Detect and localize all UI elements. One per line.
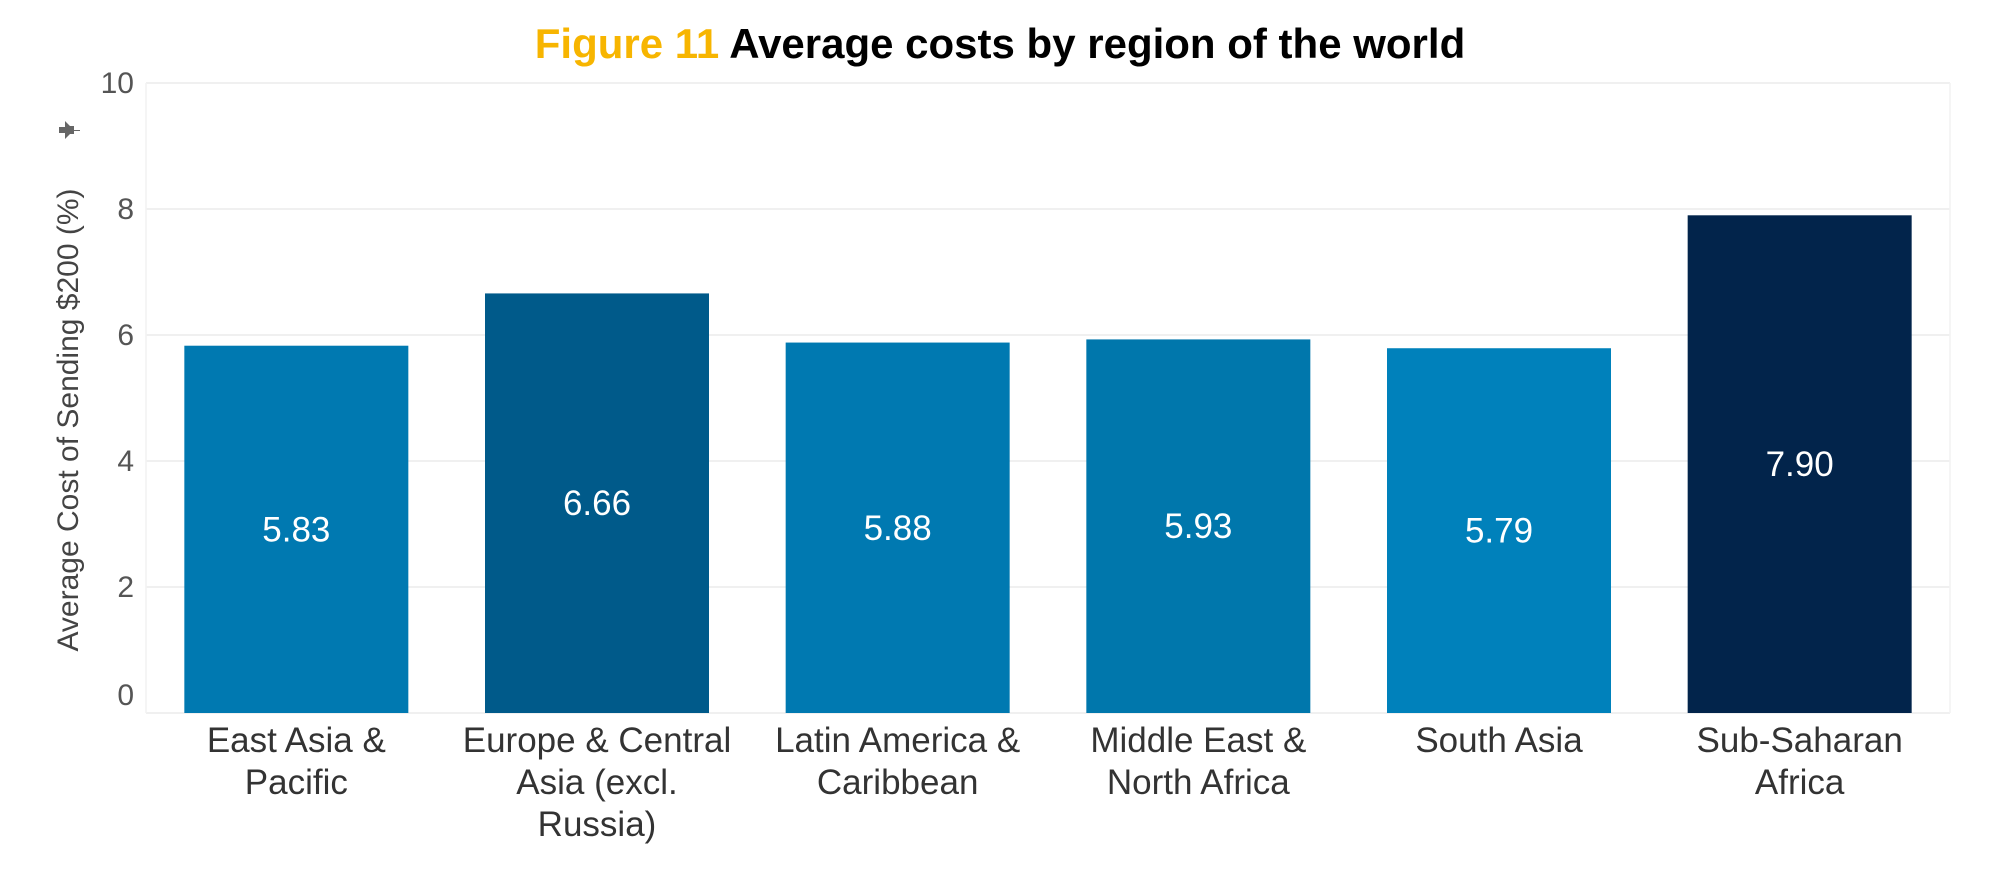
x-category-label: East Asia & Pacific (207, 721, 386, 802)
bar[interactable] (1687, 215, 1912, 714)
y-tick-label: 6 (117, 319, 134, 352)
x-category-line: Russia) (538, 805, 657, 844)
x-category-line: Sub-Saharan (1697, 721, 1903, 760)
chart-title: Figure 11 Average costs by region of the… (0, 20, 2000, 68)
y-tick-label: 8 (117, 193, 134, 226)
y-tick-label: 0 (117, 679, 134, 712)
chart-title-text: Average costs by region of the world (729, 20, 1466, 67)
x-category-line: Asia (excl. (516, 763, 677, 802)
bar-value-label: 5.79 (1465, 512, 1533, 551)
x-category-line: East Asia & (207, 721, 386, 760)
y-tick-label: 4 (117, 445, 134, 478)
y-axis-ticks: 0 2 4 6 8 10 (101, 67, 134, 712)
x-category-label: South Asia (1415, 721, 1583, 760)
x-category-label: Sub-Saharan Africa (1697, 721, 1903, 802)
x-category-label: Europe & Central Asia (excl. Russia) (463, 721, 731, 844)
bar-value-label: 5.83 (262, 510, 330, 549)
y-axis-label-group: Average Cost of Sending $200 (%) (52, 188, 85, 651)
x-category-line: Middle East & (1090, 721, 1306, 760)
bar-value-label: 5.88 (864, 509, 932, 548)
bar[interactable] (184, 345, 409, 713)
bar[interactable] (785, 342, 1010, 713)
x-category-line: Africa (1755, 763, 1845, 802)
bars: 5.83 6.66 5.88 5.93 5.79 7.90 (184, 215, 1912, 714)
bar[interactable] (485, 293, 709, 713)
x-axis-categories: East Asia & Pacific Europe & Central Asia (… (207, 721, 1903, 844)
bar-value-label: 6.66 (563, 484, 631, 523)
x-category-line: North Africa (1107, 763, 1290, 802)
x-category-line: Caribbean (817, 763, 979, 802)
x-category-line: Latin America & (775, 721, 1020, 760)
bar[interactable] (1086, 339, 1311, 713)
figure-number: Figure 11 (534, 20, 720, 67)
y-axis-label: Average Cost of Sending $200 (%) (52, 188, 85, 651)
x-category-line: Europe & Central (463, 721, 731, 760)
y-tick-label: 10 (101, 67, 134, 100)
bar[interactable] (1387, 348, 1611, 713)
x-category-label: Latin America & Caribbean (775, 721, 1020, 802)
x-category-label: Middle East & North Africa (1090, 721, 1306, 802)
bar-value-label: 7.90 (1766, 445, 1834, 484)
bar-value-label: 5.93 (1164, 507, 1232, 546)
pin-icon[interactable] (59, 121, 80, 139)
x-category-line: South Asia (1415, 721, 1583, 760)
x-category-line: Pacific (245, 763, 348, 802)
y-tick-label: 2 (117, 571, 134, 604)
gridlines (145, 82, 1951, 714)
